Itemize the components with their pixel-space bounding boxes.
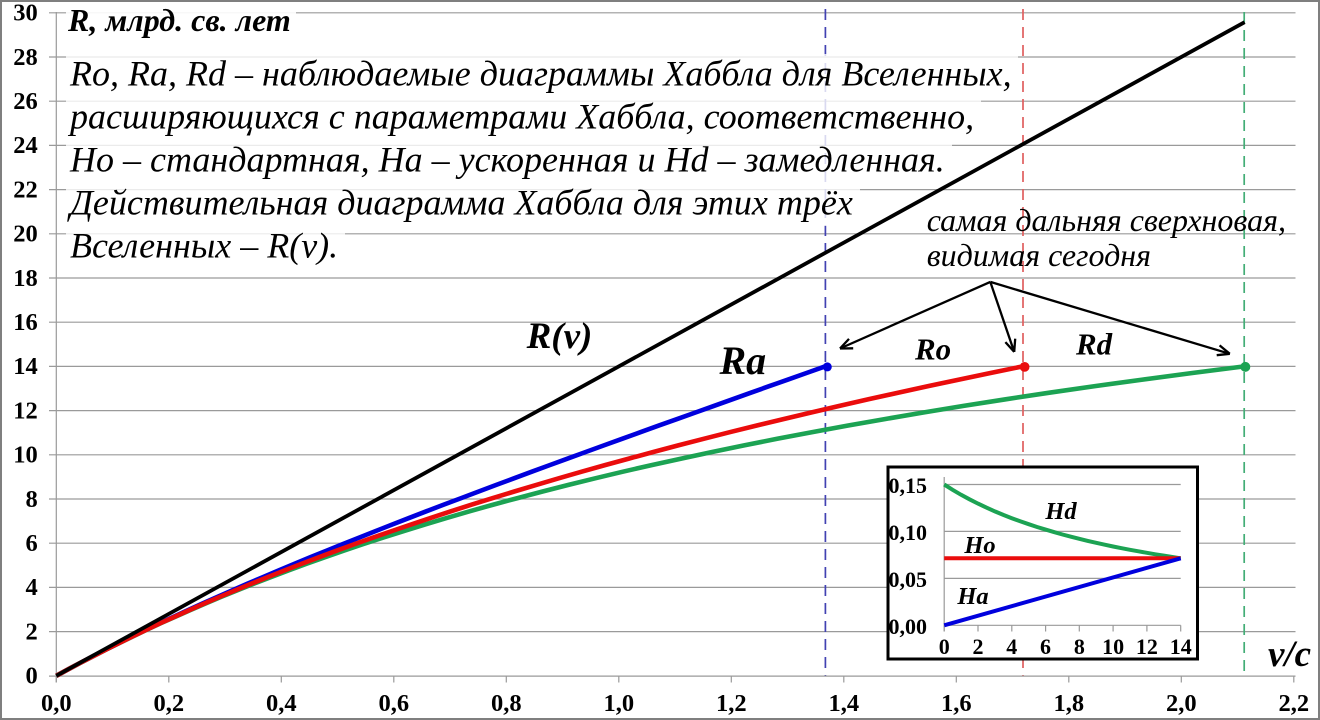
svg-text:10: 10 <box>13 442 38 469</box>
svg-text:0,05: 0,05 <box>889 567 928 592</box>
svg-text:Rd: Rd <box>1075 327 1113 362</box>
svg-text:1,0: 1,0 <box>603 690 634 717</box>
svg-text:14: 14 <box>1170 634 1192 659</box>
svg-text:14: 14 <box>13 353 38 380</box>
svg-text:Ho: Ho <box>963 532 995 559</box>
svg-text:R, млрд. св. лет: R, млрд. св. лет <box>67 2 291 38</box>
svg-text:18: 18 <box>13 265 38 292</box>
svg-text:самая дальняя сверхновая,: самая дальняя сверхновая, <box>927 202 1286 238</box>
svg-text:2,0: 2,0 <box>1166 690 1197 717</box>
svg-text:1,8: 1,8 <box>1053 690 1084 717</box>
svg-text:R(v): R(v) <box>526 316 593 357</box>
svg-text:Ha: Ha <box>956 583 988 610</box>
svg-text:2,2: 2,2 <box>1278 690 1309 717</box>
svg-text:4: 4 <box>1006 634 1017 659</box>
svg-text:0,15: 0,15 <box>889 473 928 498</box>
svg-text:Hd: Hd <box>1044 498 1077 525</box>
svg-text:10: 10 <box>1102 634 1124 659</box>
svg-text:8: 8 <box>26 486 38 513</box>
svg-text:Ro, Ra, Rd – наблюдаемые диагр: Ro, Ra, Rd – наблюдаемые диаграммы Хаббл… <box>69 54 1012 94</box>
svg-text:Ho – стандартная, Ha – ускорен: Ho – стандартная, Ha – ускоренная и Hd –… <box>69 140 945 180</box>
svg-text:8: 8 <box>1074 634 1085 659</box>
svg-text:6: 6 <box>1040 634 1051 659</box>
svg-text:6: 6 <box>26 530 38 557</box>
svg-text:26: 26 <box>13 88 38 115</box>
svg-text:0,10: 0,10 <box>889 520 928 545</box>
svg-text:1,6: 1,6 <box>941 690 972 717</box>
svg-text:0,6: 0,6 <box>378 690 409 717</box>
svg-text:28: 28 <box>13 44 38 71</box>
svg-text:0: 0 <box>26 663 38 690</box>
svg-text:1,2: 1,2 <box>716 690 747 717</box>
svg-text:12: 12 <box>13 397 38 424</box>
svg-text:16: 16 <box>13 309 38 336</box>
svg-text:0,8: 0,8 <box>491 690 522 717</box>
svg-text:22: 22 <box>13 176 38 203</box>
svg-text:2: 2 <box>972 634 983 659</box>
svg-text:2: 2 <box>26 618 38 645</box>
svg-text:0,0: 0,0 <box>41 690 72 717</box>
svg-text:12: 12 <box>1136 634 1158 659</box>
svg-text:видимая сегодня: видимая сегодня <box>927 237 1151 273</box>
svg-text:Вселенных – R(v).: Вселенных – R(v). <box>70 226 338 266</box>
svg-text:Ro: Ro <box>914 332 951 367</box>
svg-text:0,2: 0,2 <box>153 690 184 717</box>
svg-text:Ra: Ra <box>719 338 767 383</box>
svg-text:30: 30 <box>13 0 38 27</box>
svg-text:24: 24 <box>13 132 38 159</box>
svg-text:v/c: v/c <box>1268 634 1311 675</box>
svg-text:0: 0 <box>939 634 950 659</box>
svg-text:расширяющихся с параметрами Ха: расширяющихся с параметрами Хаббла, соот… <box>67 97 974 137</box>
svg-text:1,4: 1,4 <box>828 690 859 717</box>
svg-text:20: 20 <box>13 221 38 248</box>
svg-text:0,4: 0,4 <box>266 690 297 717</box>
svg-text:Действительная диаграмма Хаббл: Действительная диаграмма Хаббла для этих… <box>67 183 853 223</box>
svg-text:4: 4 <box>26 574 38 601</box>
svg-text:0,00: 0,00 <box>889 614 928 639</box>
